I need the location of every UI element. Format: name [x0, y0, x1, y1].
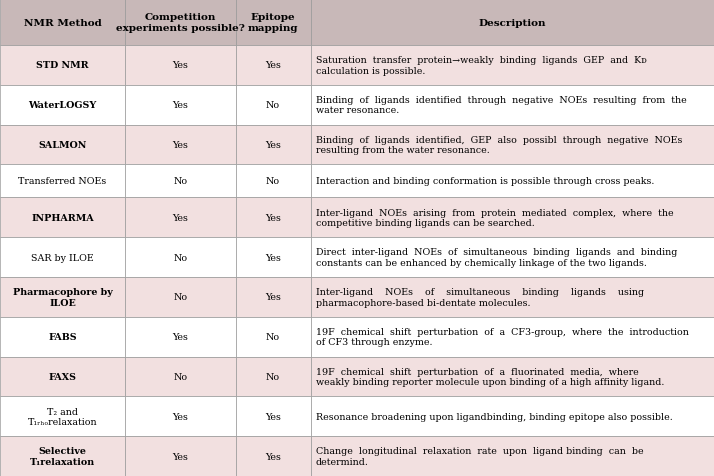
Text: Direct  inter-ligand  NOEs  of  simultaneous  binding  ligands  and  binding
con: Direct inter-ligand NOEs of simultaneous… — [316, 248, 677, 268]
Text: Yes: Yes — [265, 293, 281, 302]
Text: Transferred NOEs: Transferred NOEs — [19, 177, 106, 186]
Bar — [236, 46, 311, 86]
Text: FAXS: FAXS — [49, 372, 76, 381]
Text: Epitope
mapping: Epitope mapping — [248, 13, 298, 33]
Text: No: No — [266, 101, 280, 110]
Text: SAR by ILOE: SAR by ILOE — [31, 253, 94, 262]
Bar — [311, 86, 714, 125]
Bar — [236, 317, 311, 357]
Text: Inter-ligand  NOEs  arising  from  protein  mediated  complex,  where  the
compe: Inter-ligand NOEs arising from protein m… — [316, 208, 673, 228]
Bar — [125, 357, 236, 397]
Text: Selective
T₁relaxation: Selective T₁relaxation — [30, 446, 95, 466]
Text: Yes: Yes — [265, 452, 281, 461]
Bar — [236, 198, 311, 238]
Bar — [311, 278, 714, 317]
Text: Interaction and binding conformation is possible through cross peaks.: Interaction and binding conformation is … — [316, 177, 654, 186]
Bar — [0, 125, 125, 165]
Text: 19F  chemical  shift  perturbation  of  a  fluorinated  media,  where
weakly bin: 19F chemical shift perturbation of a flu… — [316, 367, 664, 387]
Bar — [125, 436, 236, 476]
Bar — [236, 125, 311, 165]
Text: Binding  of  ligands  identified  through  negative  NOEs  resulting  from  the
: Binding of ligands identified through ne… — [316, 96, 686, 115]
Bar — [0, 198, 125, 238]
Bar — [125, 0, 236, 46]
Bar — [311, 357, 714, 397]
Text: Yes: Yes — [265, 253, 281, 262]
Bar — [0, 0, 125, 46]
Bar — [236, 436, 311, 476]
Text: No: No — [174, 293, 187, 302]
Text: No: No — [174, 372, 187, 381]
Bar — [125, 397, 236, 436]
Bar — [0, 436, 125, 476]
Bar — [311, 0, 714, 46]
Text: NMR Method: NMR Method — [24, 19, 101, 28]
Text: Yes: Yes — [172, 141, 188, 150]
Text: Yes: Yes — [265, 213, 281, 222]
Bar — [236, 278, 311, 317]
Text: Yes: Yes — [172, 101, 188, 110]
Bar — [125, 198, 236, 238]
Bar — [125, 46, 236, 86]
Bar — [0, 317, 125, 357]
Bar — [311, 46, 714, 86]
Text: Competition
experiments possible?: Competition experiments possible? — [116, 13, 245, 33]
Text: No: No — [266, 177, 280, 186]
Bar — [125, 317, 236, 357]
Text: Pharmacophore by
ILOE: Pharmacophore by ILOE — [13, 288, 112, 307]
Bar — [0, 46, 125, 86]
Text: INPHARMA: INPHARMA — [31, 213, 94, 222]
Bar — [311, 317, 714, 357]
Text: Resonance broadening upon ligandbinding, binding epitope also possible.: Resonance broadening upon ligandbinding,… — [316, 412, 673, 421]
Text: T₂ and
T₁ᵣₕₒrelaxation: T₂ and T₁ᵣₕₒrelaxation — [28, 407, 97, 426]
Text: Yes: Yes — [265, 412, 281, 421]
Bar — [236, 0, 311, 46]
Text: Change  longitudinal  relaxation  rate  upon  ligand binding  can  be
determind.: Change longitudinal relaxation rate upon… — [316, 446, 643, 466]
Bar — [125, 238, 236, 278]
Text: Description: Description — [478, 19, 546, 28]
Text: Yes: Yes — [172, 333, 188, 341]
Text: No: No — [266, 372, 280, 381]
Text: WaterLOGSY: WaterLOGSY — [29, 101, 96, 110]
Bar — [0, 165, 125, 198]
Text: Yes: Yes — [172, 61, 188, 70]
Bar — [311, 238, 714, 278]
Text: No: No — [174, 177, 187, 186]
Bar — [125, 86, 236, 125]
Text: SALMON: SALMON — [39, 141, 86, 150]
Text: Yes: Yes — [265, 61, 281, 70]
Bar — [0, 357, 125, 397]
Text: FABS: FABS — [48, 333, 77, 341]
Bar — [125, 278, 236, 317]
Text: No: No — [174, 253, 187, 262]
Bar — [311, 397, 714, 436]
Text: Yes: Yes — [172, 452, 188, 461]
Text: No: No — [266, 333, 280, 341]
Bar — [236, 357, 311, 397]
Bar — [0, 238, 125, 278]
Text: STD NMR: STD NMR — [36, 61, 89, 70]
Bar — [0, 397, 125, 436]
Bar — [236, 397, 311, 436]
Text: 19F  chemical  shift  perturbation  of  a  CF3-group,  where  the  introduction
: 19F chemical shift perturbation of a CF3… — [316, 327, 688, 347]
Text: Saturation  transfer  protein→weakly  binding  ligands  GEP  and  Kᴅ
calculation: Saturation transfer protein→weakly bindi… — [316, 56, 646, 76]
Bar — [236, 238, 311, 278]
Text: Binding  of  ligands  identified,  GEP  also  possibl  through  negative  NOEs
r: Binding of ligands identified, GEP also … — [316, 136, 682, 155]
Bar — [125, 125, 236, 165]
Bar — [311, 198, 714, 238]
Bar — [125, 165, 236, 198]
Bar — [236, 86, 311, 125]
Bar — [0, 86, 125, 125]
Bar — [311, 165, 714, 198]
Text: Inter-ligand    NOEs    of    simultaneous    binding    ligands    using
pharma: Inter-ligand NOEs of simultaneous bindin… — [316, 288, 644, 307]
Text: Yes: Yes — [172, 213, 188, 222]
Text: Yes: Yes — [172, 412, 188, 421]
Bar — [0, 278, 125, 317]
Text: Yes: Yes — [265, 141, 281, 150]
Bar — [311, 436, 714, 476]
Bar — [311, 125, 714, 165]
Bar — [236, 165, 311, 198]
